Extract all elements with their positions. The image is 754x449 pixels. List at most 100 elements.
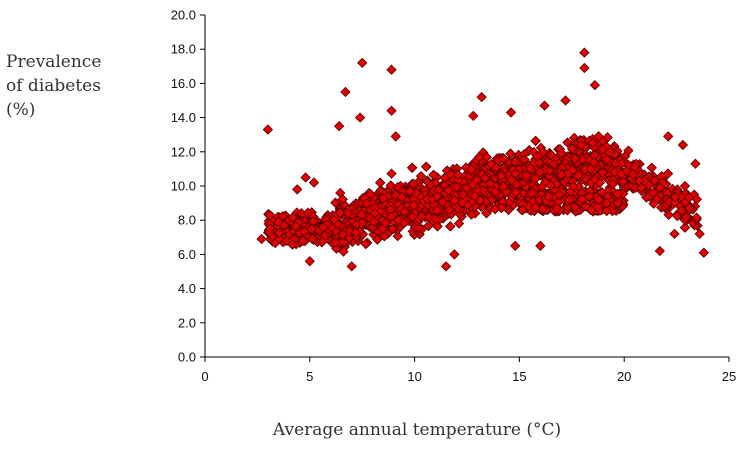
data-point	[573, 169, 584, 181]
data-point	[449, 249, 460, 260]
data-point	[481, 208, 492, 219]
data-point	[648, 198, 659, 209]
data-point	[444, 204, 455, 215]
data-point	[466, 164, 477, 175]
data-point	[489, 203, 501, 215]
data-point	[525, 163, 536, 174]
data-point	[679, 180, 691, 192]
data-point	[694, 228, 705, 240]
x-tick-label: 10	[407, 369, 421, 384]
data-point	[648, 187, 659, 199]
data-point	[601, 198, 612, 209]
axes: 0.0 2.0 4.0 6.0 8.0 10.0 12.0 14.0 16.0 18.0 20.0 0…	[171, 8, 737, 385]
data-point	[530, 135, 541, 147]
data-point	[306, 224, 317, 235]
data-point	[423, 220, 434, 231]
data-point	[308, 177, 320, 188]
data-point	[567, 181, 579, 192]
data-point	[386, 168, 397, 179]
data-point	[485, 178, 496, 189]
data-point	[330, 237, 341, 248]
data-point	[432, 221, 443, 232]
data-point	[337, 194, 348, 205]
data-point	[597, 167, 608, 178]
data-point	[330, 197, 341, 208]
data-point	[378, 193, 389, 204]
data-point	[669, 228, 680, 240]
data-point	[406, 162, 418, 173]
data-point	[354, 112, 366, 123]
y-axis-label-line-1: Prevalence	[6, 52, 102, 72]
data-point	[601, 205, 612, 217]
data-point	[385, 180, 396, 191]
data-point	[636, 182, 647, 193]
data-point	[560, 95, 571, 106]
data-point	[387, 223, 398, 234]
data-point	[273, 216, 284, 228]
data-point	[413, 222, 424, 233]
data-point	[562, 168, 573, 180]
data-point	[479, 172, 491, 184]
data-point	[407, 211, 418, 222]
data-point	[535, 240, 546, 252]
data-point	[443, 185, 454, 196]
data-point	[588, 157, 600, 168]
data-point	[335, 207, 346, 218]
data-point	[554, 189, 565, 200]
data-point	[437, 196, 448, 208]
data-point	[386, 64, 397, 75]
data-point	[449, 195, 460, 206]
data-point	[556, 169, 567, 180]
data-point	[691, 212, 702, 223]
data-point	[496, 170, 507, 182]
data-point	[408, 200, 420, 211]
data-point	[445, 169, 456, 180]
y-tick-label: 6.0	[178, 247, 196, 262]
data-point	[431, 205, 443, 216]
points-layer	[256, 47, 710, 272]
data-point	[452, 169, 464, 181]
data-point	[662, 168, 674, 179]
data-point	[337, 229, 348, 240]
data-point	[368, 216, 380, 227]
data-point	[365, 189, 376, 200]
data-point	[265, 223, 276, 234]
data-point	[569, 201, 581, 213]
data-point	[340, 86, 351, 98]
data-point	[386, 211, 397, 222]
data-point	[601, 154, 612, 165]
data-point	[576, 193, 588, 205]
data-point	[569, 153, 581, 164]
data-point	[386, 105, 397, 116]
data-point	[306, 233, 318, 244]
data-point	[536, 181, 548, 193]
data-point	[338, 236, 349, 248]
data-point	[396, 191, 408, 203]
y-tick-label: 8.0	[178, 213, 196, 228]
x-axis-label: Average annual temperature (°C)	[272, 420, 562, 440]
data-point	[530, 202, 541, 213]
data-point	[654, 245, 665, 257]
data-point	[593, 194, 604, 205]
data-point	[350, 227, 361, 238]
data-point	[607, 178, 619, 190]
data-point	[468, 110, 479, 122]
data-point	[575, 139, 587, 151]
y-axis-label-line-3: (%)	[6, 100, 36, 120]
data-point	[440, 261, 452, 272]
data-point	[562, 137, 573, 148]
data-point	[367, 221, 378, 233]
data-point	[408, 178, 419, 190]
data-point	[698, 247, 710, 258]
y-tick-label: 16.0	[171, 76, 196, 91]
data-point	[375, 177, 386, 188]
data-point	[519, 154, 530, 165]
data-point	[302, 207, 314, 218]
data-point	[505, 107, 517, 118]
data-point	[292, 184, 303, 195]
data-point	[538, 146, 549, 158]
data-point	[360, 238, 371, 250]
data-point	[579, 47, 590, 58]
data-point	[390, 131, 401, 142]
